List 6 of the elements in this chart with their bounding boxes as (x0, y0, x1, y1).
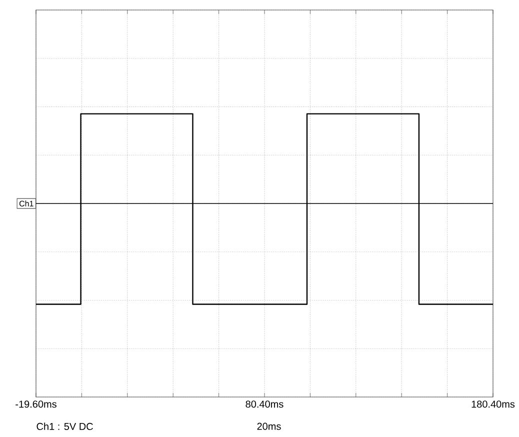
x-tick-label: 180.40ms (472, 400, 515, 408)
x-tick-label: -19.60ms (16, 400, 56, 408)
ref-line-label: Ch1 (19, 200, 34, 206)
text: Ch1 : 5V DC (36, 422, 93, 430)
x-tick-label: 80.40ms (246, 400, 284, 408)
text: 20ms (257, 422, 281, 430)
